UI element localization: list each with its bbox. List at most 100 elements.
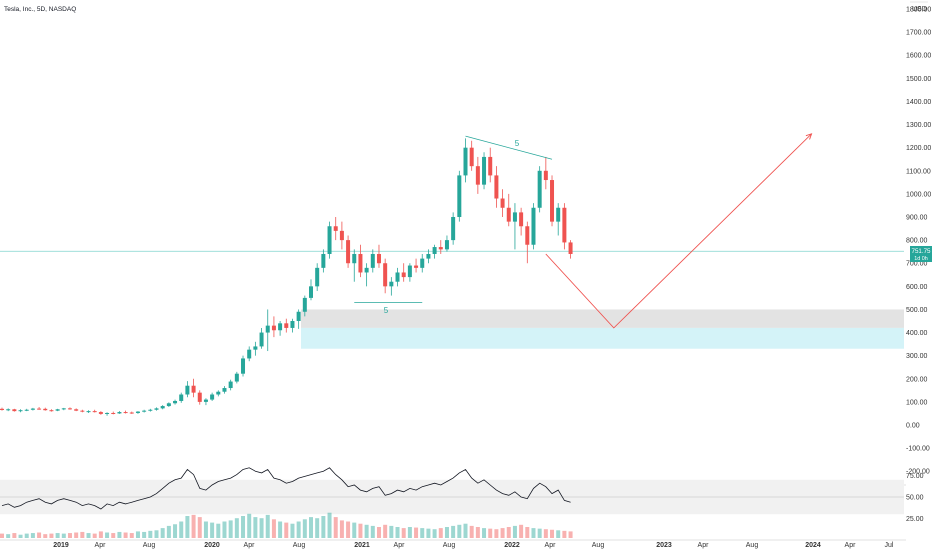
candle-body: [185, 385, 190, 395]
price-tick-label: 1600.00: [906, 53, 931, 60]
volume-bar: [543, 529, 548, 538]
volume-bar: [216, 523, 221, 538]
volume-bar: [142, 531, 147, 538]
volume-bar: [234, 518, 239, 538]
volume-bar: [556, 530, 561, 538]
volume-bar: [444, 527, 449, 538]
volume-bar: [86, 533, 91, 538]
volume-bar: [92, 533, 97, 538]
price-tick-label: -100.00: [906, 446, 930, 453]
time-tick-label: 2024: [805, 542, 821, 549]
candle-body: [74, 409, 79, 411]
candle-body: [61, 408, 66, 410]
candle-body: [537, 170, 542, 208]
volume-bar: [18, 534, 23, 538]
candle-body: [179, 394, 184, 401]
candle-body: [444, 240, 449, 250]
candle-body: [321, 253, 326, 268]
candle-body: [339, 230, 344, 241]
volume-bar: [531, 528, 536, 538]
volume-bar: [426, 528, 431, 538]
price-tick-label: -200.00: [906, 469, 930, 476]
volume-bar: [278, 521, 283, 538]
candle-body: [30, 408, 35, 410]
volume-bar: [241, 516, 246, 538]
volume-bar: [61, 533, 66, 538]
volume-bar: [154, 530, 159, 538]
candle-body: [395, 272, 400, 282]
price-tick-label: 200.00: [906, 376, 928, 383]
volume-bar: [482, 528, 487, 538]
price-tick-label: 0.00: [906, 423, 920, 430]
time-tick-label: Apr: [244, 542, 256, 549]
volume-bar: [346, 521, 351, 538]
volume-bar: [284, 522, 289, 538]
volume-bar: [135, 531, 140, 538]
volume-bar: [457, 524, 462, 538]
price-axis: -200.00 -100.00 0.00 100.00 200.00 300.00 400.…: [906, 7, 931, 476]
time-tick-label: 2023: [656, 542, 672, 549]
candle-body: [247, 349, 252, 359]
volume-bar: [395, 527, 400, 538]
candle-body: [457, 175, 462, 218]
candle-body: [12, 409, 17, 412]
candle-body: [142, 410, 147, 412]
top-trendline: [465, 135, 553, 160]
volume-bar: [432, 529, 437, 538]
volume-bar: [67, 533, 72, 538]
candles: [0, 138, 573, 416]
rsi-tick-label: 75.00: [906, 473, 924, 480]
time-tick-label: Apr: [698, 542, 710, 549]
candle-body: [135, 411, 140, 413]
price-tick-label: 400.00: [906, 330, 928, 337]
candle-body: [550, 180, 555, 222]
candle-body: [543, 170, 548, 181]
rsi-tick-label: 25.00: [906, 516, 924, 523]
candle-body: [203, 399, 208, 402]
volume-bar: [488, 528, 493, 538]
candle-body: [506, 207, 511, 222]
volume-bar: [80, 531, 85, 538]
candle-body: [420, 258, 425, 268]
volume-bar: [494, 529, 499, 538]
volume-bar: [148, 530, 153, 538]
price-tick-label: 1700.00: [906, 30, 931, 37]
time-tick-label: Apr: [95, 542, 107, 549]
volume-bar: [537, 528, 542, 538]
currency-label: USD: [912, 6, 927, 13]
time-tick-label: Aug: [592, 542, 605, 549]
candle-body: [438, 247, 443, 250]
projection-arrowhead: [805, 133, 813, 140]
candle-body: [352, 253, 357, 264]
candle-body: [309, 286, 313, 298]
price-tick-label: 1800.00: [906, 7, 931, 14]
candle-body: [407, 265, 412, 278]
price-tick-label: 300.00: [906, 353, 928, 360]
candle-body: [241, 358, 246, 374]
candle-body: [475, 166, 480, 185]
volume-bar: [389, 525, 394, 538]
price-tag-value: 751.75: [912, 248, 931, 255]
candle-body: [482, 156, 487, 185]
candle-body: [234, 373, 239, 382]
volume-bar: [506, 527, 511, 538]
volume-bar: [562, 530, 567, 538]
zones-layer: [0, 250, 904, 349]
upper-zone: [301, 309, 904, 328]
candle-body: [284, 323, 289, 328]
candle-body: [160, 406, 165, 409]
volume-bar: [222, 521, 227, 538]
volume-bar: [525, 527, 530, 538]
candle-body: [265, 325, 270, 333]
projection-path: [545, 133, 812, 329]
volume-bar: [253, 517, 258, 538]
volume-bar: [376, 527, 381, 538]
volume-bar: [475, 527, 480, 538]
time-axis: 2019 Apr Aug 2020 Apr Aug 2021 Apr Aug 2022 Apr Aug…: [0, 539, 906, 549]
volume-bar: [117, 531, 122, 538]
volume-bar: [420, 528, 425, 538]
volume-bar: [12, 533, 17, 538]
volume-bar: [315, 518, 320, 538]
